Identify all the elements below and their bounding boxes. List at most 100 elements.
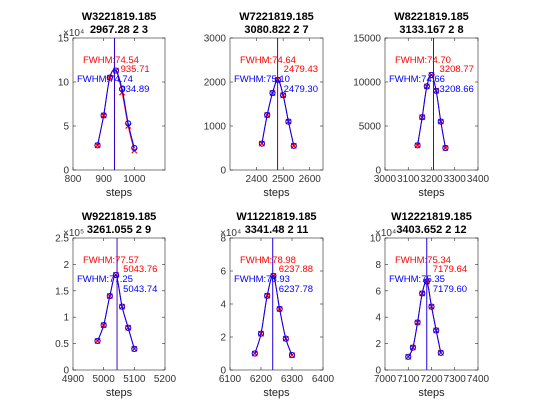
blue-data-point	[264, 292, 271, 299]
plot-area	[72, 37, 166, 171]
blue-center-label: 5043.74	[123, 284, 157, 295]
blue-center-label: 2479.30	[284, 84, 318, 95]
blue-data-point	[106, 292, 113, 300]
blue-fit-curve	[254, 275, 293, 356]
blue-data-point	[251, 350, 258, 357]
x-tick-label: 5100	[123, 374, 146, 385]
y-tick-label: 2	[63, 260, 69, 271]
subplot-title: W7221819.185	[239, 11, 314, 23]
blue-fit-curve	[407, 280, 442, 358]
y-tick-label: 0.5	[55, 339, 69, 350]
blue-data-point	[419, 114, 426, 121]
blue-data-point	[264, 111, 271, 119]
y-exponent-label: ×10⁵	[63, 228, 84, 239]
y-tick-label: 4	[220, 300, 226, 311]
x-tick-label: 2600	[299, 174, 322, 185]
blue-data-point	[94, 337, 101, 345]
y-tick-label: 5	[63, 122, 69, 133]
red-center-label: 6237.88	[279, 264, 313, 275]
plot-area	[229, 237, 324, 371]
y-tick-label: 2	[220, 333, 226, 344]
x-tick-label: 6300	[281, 374, 304, 385]
x-tick-label: 4900	[62, 374, 85, 385]
blue-data-point	[125, 120, 132, 127]
blue-fit-curve	[97, 274, 135, 350]
y-tick-label: 8	[375, 260, 381, 271]
subplot-subtitle: 3403.652 2 12	[396, 224, 466, 236]
subplot-subtitle: 2967.28 2 3	[90, 24, 148, 36]
x-tick-label: 7000	[374, 374, 397, 385]
x-axis-label: steps	[263, 187, 290, 199]
blue-data-point	[437, 349, 444, 356]
blue-data-point	[437, 118, 444, 125]
y-tick-label: 6	[375, 286, 381, 297]
blue-center-label: 3208.66	[440, 84, 474, 95]
red-center-label: 7179.64	[433, 264, 467, 275]
blue-data-point	[131, 144, 138, 152]
y-tick-label: 15000	[353, 34, 381, 45]
plot-area	[384, 37, 479, 171]
x-tick-label: 5000	[93, 374, 116, 385]
blue-data-point	[433, 87, 440, 94]
blue-data-point	[274, 76, 281, 83]
x-axis-label: steps	[263, 387, 290, 399]
x-tick-label: 900	[95, 174, 112, 185]
subplot-title: W9221819.185	[82, 211, 157, 223]
blue-data-point	[257, 330, 265, 337]
blue-data-point	[118, 85, 126, 93]
blue-data-point	[258, 140, 265, 147]
y-tick-label: 10	[370, 234, 382, 245]
blue-data-point	[285, 118, 292, 125]
y-tick-label: 8	[220, 234, 226, 245]
blue-data-point	[414, 319, 421, 326]
blue-data-point	[282, 335, 289, 342]
x-tick-label: 7200	[420, 374, 443, 385]
blue-center-label: 6237.78	[279, 284, 313, 295]
x-axis-label: steps	[106, 387, 133, 399]
x-tick-label: 800	[65, 174, 82, 185]
y-tick-label: 2	[375, 339, 381, 350]
blue-data-point	[414, 142, 421, 149]
blue-fwhm-label: FWHM:74.66	[389, 74, 445, 85]
subplot-subtitle: 3341.48 2 11	[245, 224, 309, 236]
x-tick-label: 3200	[420, 174, 443, 185]
y-tick-label: 1.5	[55, 286, 69, 297]
blue-data-point	[409, 344, 416, 351]
blue-data-point	[94, 142, 101, 149]
subplot-subtitle: 3261.055 2 9	[87, 224, 151, 236]
blue-fwhm-label: FWHM:78.93	[234, 274, 290, 285]
x-tick-label: 3100	[397, 174, 420, 185]
y-tick-label: 0	[220, 166, 226, 177]
x-tick-label: 2500	[272, 174, 295, 185]
blue-data-point	[270, 272, 277, 280]
subplot-title: W11221819.185	[236, 211, 316, 223]
x-tick-label: 7100	[397, 374, 420, 385]
red-fwhm-label: FWHM:75.34	[395, 255, 451, 266]
red-center-label: 935.71	[121, 64, 150, 75]
y-exponent-label: ×10⁴	[63, 28, 84, 39]
subplot-subtitle: 3080.822 2 7	[244, 24, 308, 36]
blue-data-point	[125, 324, 132, 331]
blue-data-point	[276, 305, 283, 313]
x-axis-label: steps	[106, 187, 133, 199]
blue-data-point	[442, 144, 449, 152]
subplot-title: W3221819.185	[82, 11, 157, 23]
blue-fwhm-label: FWHM:74.74	[77, 74, 133, 85]
blue-data-point	[428, 71, 435, 79]
y-exponent-label: ×10⁴	[375, 228, 396, 239]
red-fwhm-label: FWHM:77.57	[83, 255, 139, 266]
y-tick-label: 10000	[353, 78, 381, 89]
blue-data-point	[423, 83, 430, 90]
y-tick-label: 4	[375, 313, 381, 324]
blue-data-point	[269, 89, 276, 97]
blue-center-label: 934.89	[120, 84, 149, 95]
x-tick-label: 1000	[123, 174, 146, 185]
blue-data-point	[419, 290, 426, 297]
blue-fit-curve	[97, 69, 135, 149]
subplot-title: W8221819.185	[394, 11, 469, 23]
blue-data-point	[405, 353, 412, 360]
